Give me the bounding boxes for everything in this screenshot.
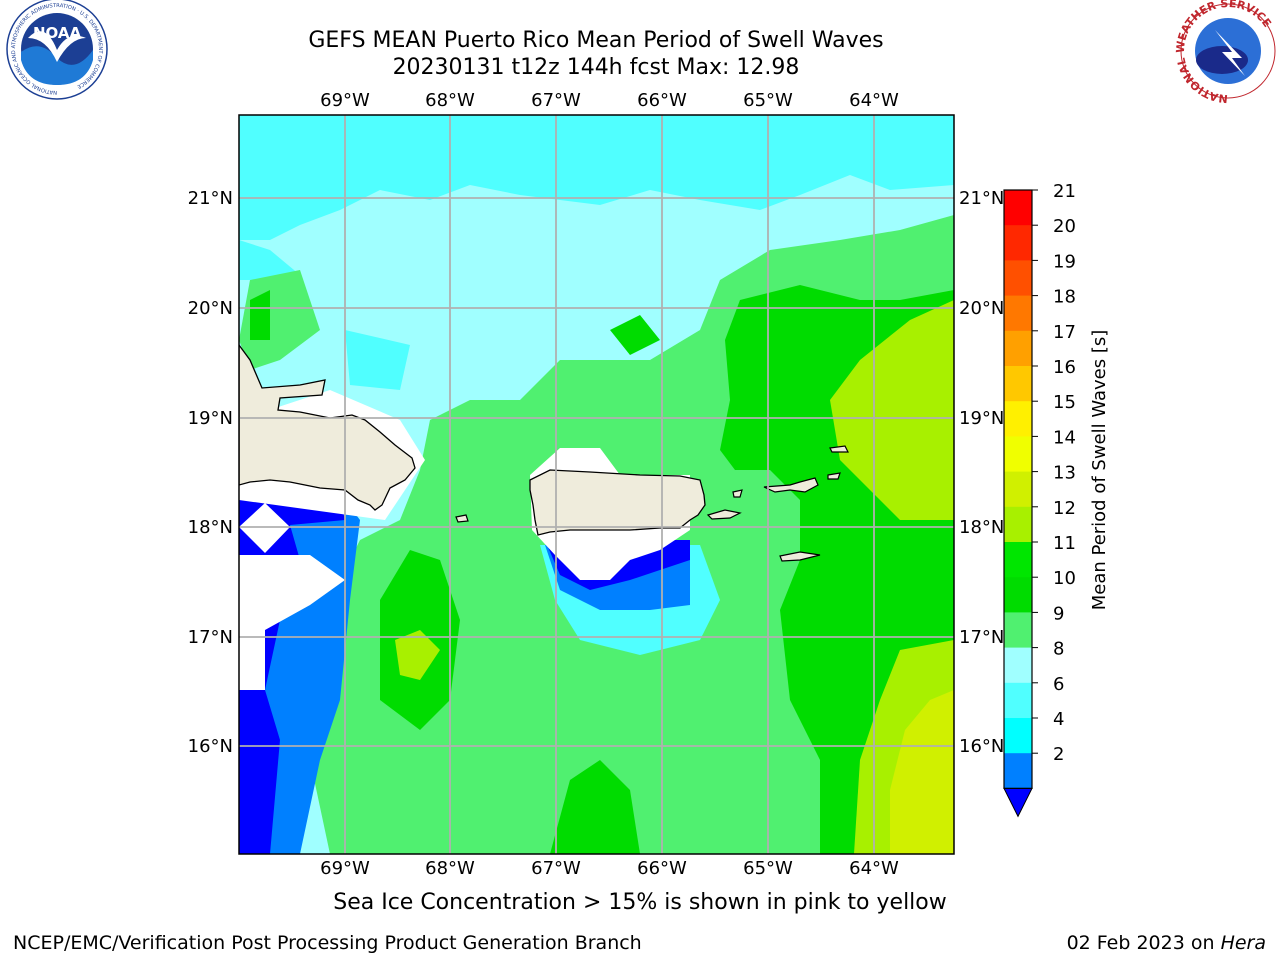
lon-label: 65°W (743, 90, 793, 111)
lon-label: 64°W (849, 858, 899, 879)
colorbar-tick-label: 14 (1053, 427, 1076, 448)
lat-label: 18°N (188, 517, 233, 538)
lat-label: 19°N (188, 408, 233, 429)
colorbar-segment (1004, 190, 1032, 226)
colorbar-segment (1004, 436, 1032, 473)
lat-label: 21°N (188, 188, 233, 209)
colorbar-tick-label: 16 (1053, 357, 1076, 378)
colorbar-segment (1004, 295, 1032, 332)
lon-labels-bottom: 69°W 68°W 67°W 66°W 65°W 64°W (320, 858, 899, 879)
colorbar-tick-label: 13 (1053, 463, 1076, 484)
lat-label: 19°N (959, 408, 1004, 429)
colorbar-segment (1004, 612, 1032, 649)
colorbar-segment (1004, 366, 1032, 402)
lon-label: 68°W (425, 858, 475, 879)
colorbar-segment (1004, 753, 1032, 789)
colorbar-tick-label: 6 (1053, 674, 1064, 695)
colorbar-tick-label: 19 (1053, 251, 1076, 272)
colorbar-segment (1004, 542, 1032, 578)
lon-label: 68°W (425, 90, 475, 111)
colorbar-segment (1004, 225, 1032, 261)
colorbar-segment (1004, 682, 1032, 719)
lon-label: 67°W (531, 858, 581, 879)
noaa-logo: NOAA NATIONAL OCEANIC AND ATMOSPHERIC AD… (6, 0, 108, 100)
lat-label: 20°N (188, 298, 233, 319)
lat-label: 17°N (959, 627, 1004, 648)
swell-period-field (239, 115, 954, 854)
lon-label: 69°W (320, 90, 370, 111)
date-text: 02 Feb 2023 on (1066, 932, 1221, 954)
colorbar-segment (1004, 647, 1032, 684)
colorbar-segment (1004, 401, 1032, 437)
colorbar-segment (1004, 506, 1032, 543)
colorbar-tick-label: 18 (1053, 287, 1076, 308)
nws-logo: NATIONAL WEATHER SERVICE (1174, 0, 1276, 105)
colorbar-frame (1003, 189, 1033, 790)
noaa-logo-text: NOAA (33, 24, 82, 42)
colorbar-tick-label: 2 (1053, 744, 1064, 765)
colorbar-segment (1004, 260, 1032, 297)
lon-label: 65°W (743, 858, 793, 879)
lat-label: 20°N (959, 298, 1004, 319)
colorbar-segment (1004, 577, 1032, 613)
map-title: GEFS MEAN Puerto Rico Mean Period of Swe… (308, 28, 884, 53)
colorbar-tick-label: 15 (1053, 392, 1076, 413)
colorbar-tick-label: 10 (1053, 568, 1076, 589)
lon-label: 67°W (531, 90, 581, 111)
colorbar-label: Mean Period of Swell Waves [s] (1089, 330, 1110, 611)
colorbar-tick-label: 20 (1053, 216, 1076, 237)
colorbar-segment (1004, 471, 1032, 508)
date-stamp: 02 Feb 2023 on Hera (1067, 932, 1266, 954)
lat-labels-right: 21°N 20°N 19°N 18°N 17°N 16°N (959, 188, 1004, 757)
lon-label: 66°W (637, 858, 687, 879)
lat-labels-left: 21°N 20°N 19°N 18°N 17°N 16°N (188, 188, 233, 757)
graticule (239, 115, 954, 854)
machine-name: Hera (1220, 932, 1266, 954)
lat-label: 21°N (959, 188, 1004, 209)
colorbar-tick-label: 12 (1053, 498, 1076, 519)
colorbar-tick-label: 9 (1053, 603, 1064, 624)
lon-label: 69°W (320, 858, 370, 879)
colorbar-tick-label: 21 (1053, 181, 1076, 202)
credit-text: NCEP/EMC/Verification Post Processing Pr… (13, 932, 642, 954)
map-subtitle: 20230131 t12z 144h fcst Max: 12.98 (392, 55, 800, 80)
colorbar-tick-label: 8 (1053, 639, 1064, 660)
colorbar-segment (1004, 330, 1032, 367)
colorbar-segment (1004, 718, 1032, 754)
colorbar-tick-label: 17 (1053, 322, 1076, 343)
lat-label: 16°N (188, 736, 233, 757)
caption: Sea Ice Concentration > 15% is shown in … (333, 890, 947, 915)
colorbar-extend-triangle (1003, 787, 1033, 818)
lat-label: 16°N (959, 736, 1004, 757)
lat-label: 18°N (959, 517, 1004, 538)
colorbar: 21 20 19 18 17 16 15 14 13 12 11 10 9 8 6 4 2 (1003, 181, 1076, 818)
colorbar-tick-label: 4 (1053, 709, 1064, 730)
lon-label: 64°W (849, 90, 899, 111)
map-frame (238, 114, 955, 855)
lon-label: 66°W (637, 90, 687, 111)
lon-labels-top: 69°W 68°W 67°W 66°W 65°W 64°W (320, 90, 899, 111)
colorbar-tick-label: 11 (1053, 533, 1076, 554)
lat-label: 17°N (188, 627, 233, 648)
